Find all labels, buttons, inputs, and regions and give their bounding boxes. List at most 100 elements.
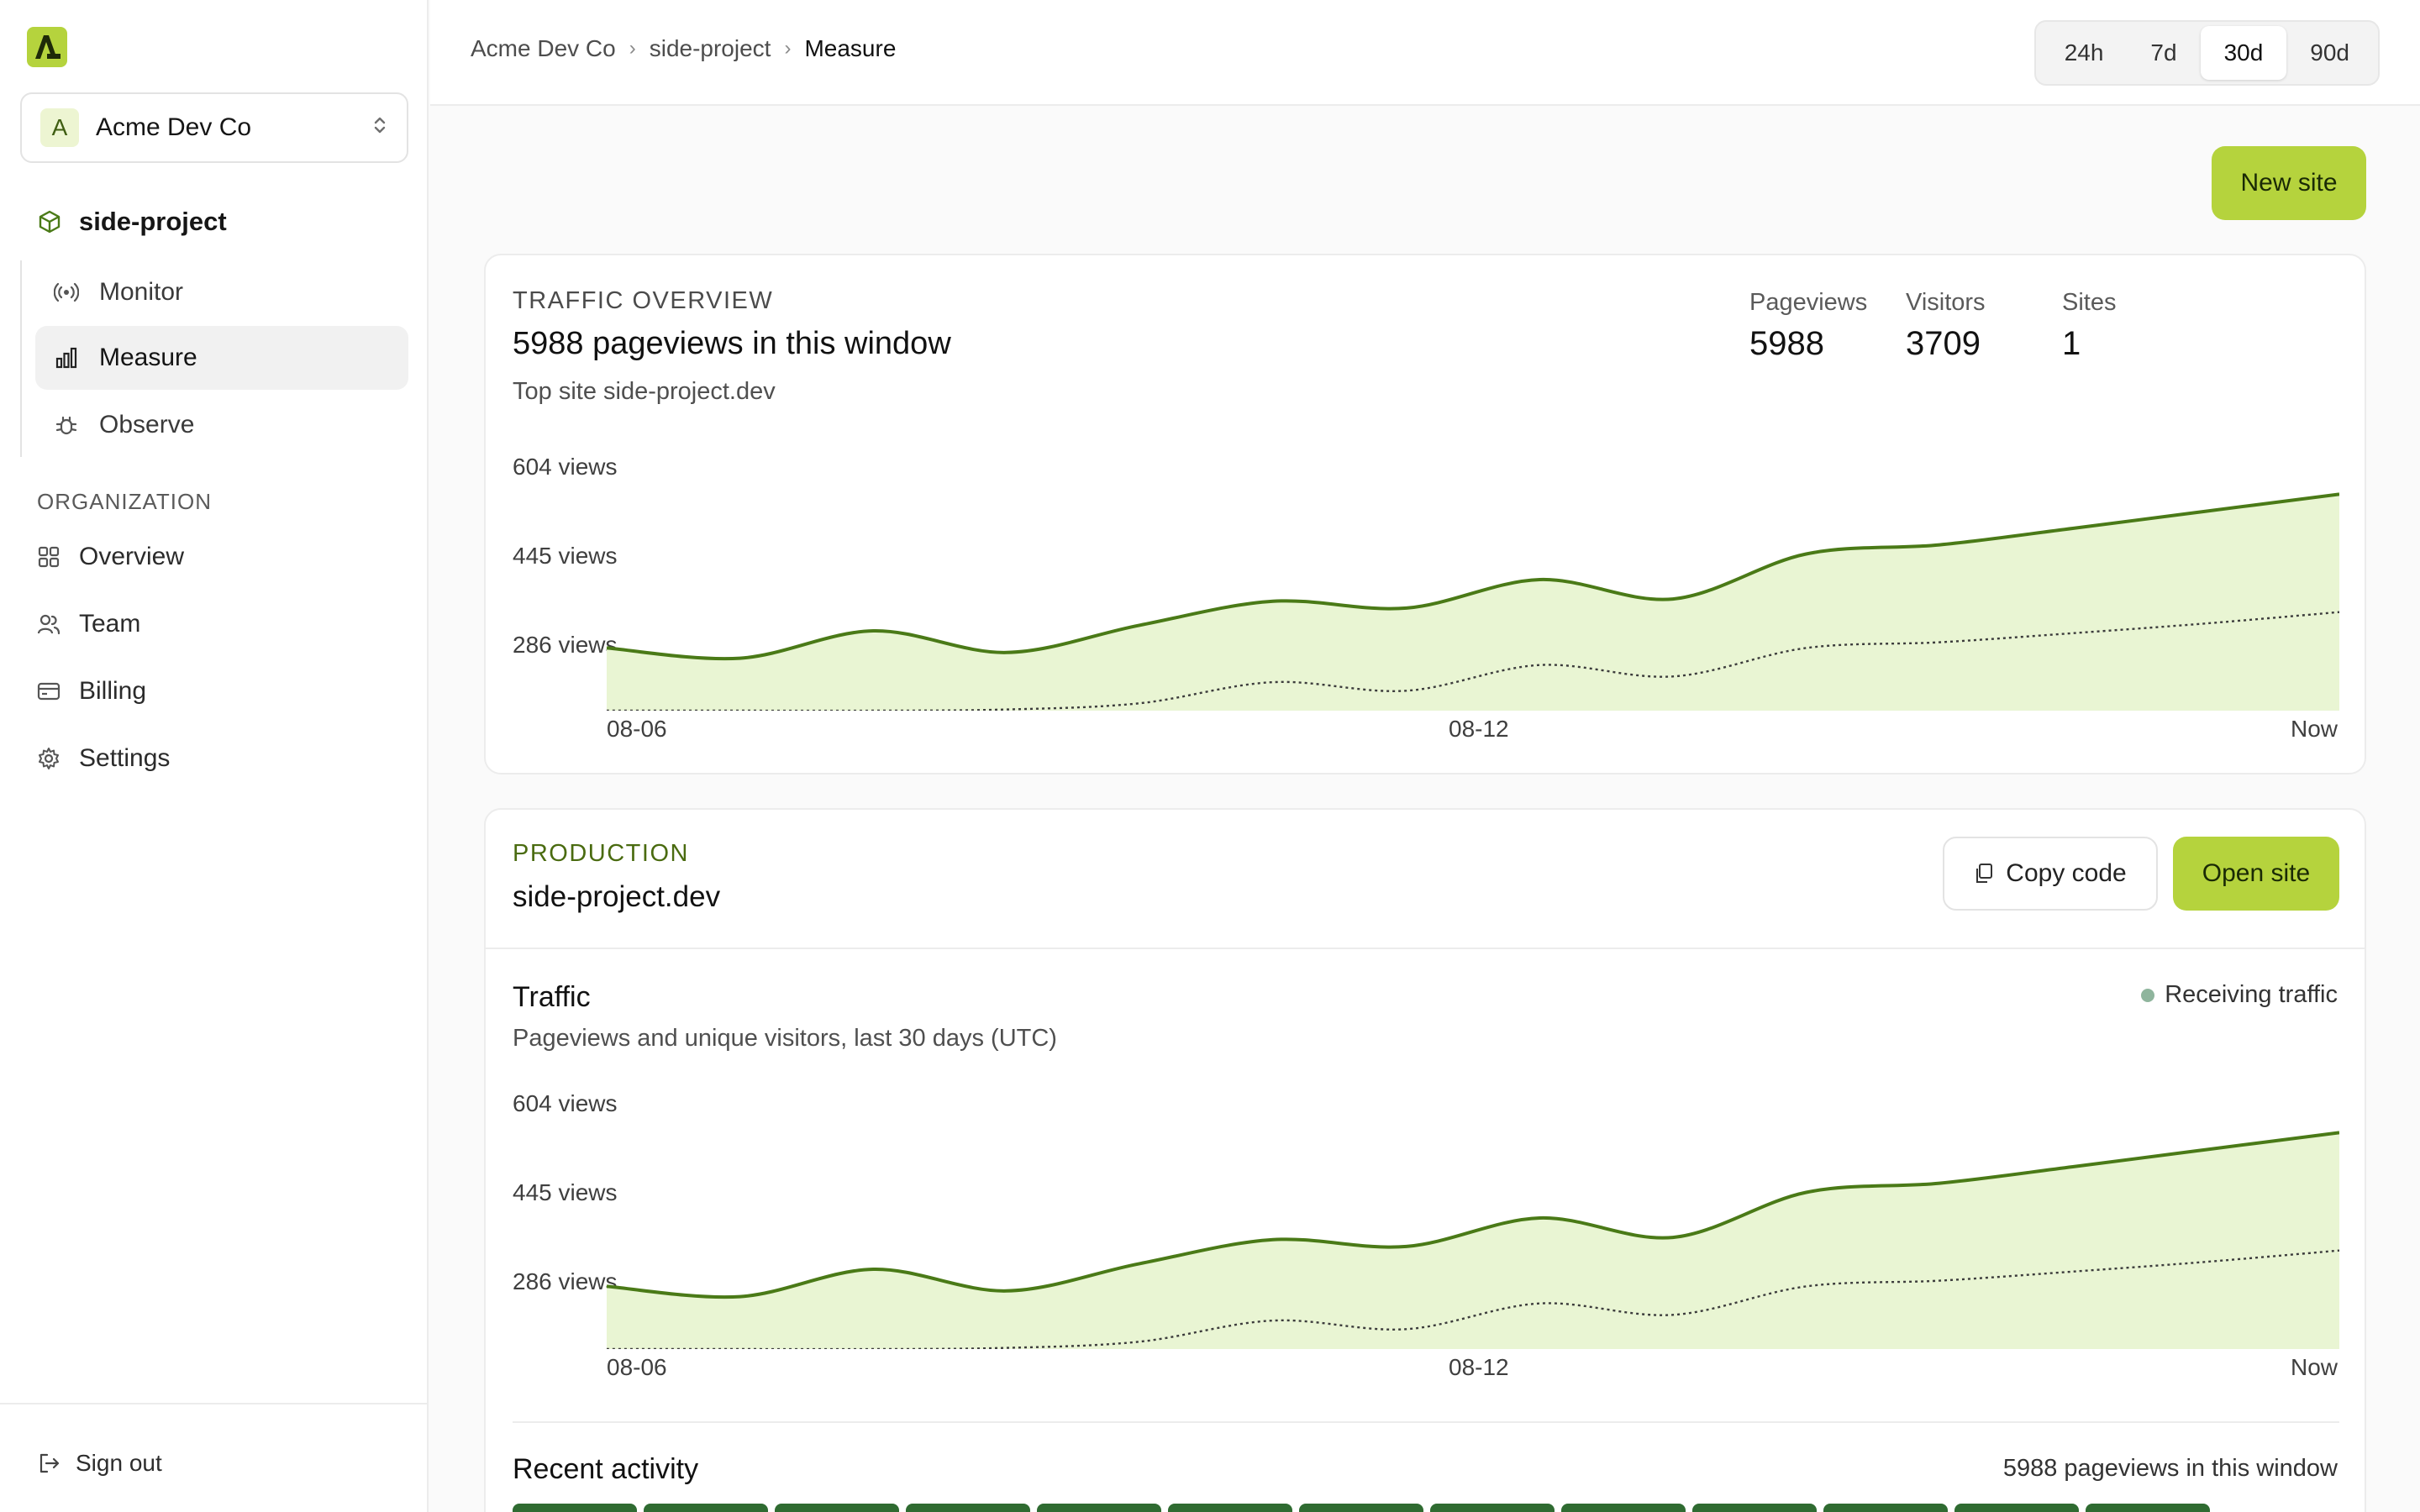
y-tick-label: 286 views xyxy=(513,632,618,658)
org-switcher[interactable]: A Acme Dev Co xyxy=(20,92,408,163)
activity-bar xyxy=(1692,1504,1817,1512)
bar-chart-icon xyxy=(55,347,77,369)
traffic-overview-card: TRAFFIC OVERVIEW 5988 pageviews in this … xyxy=(484,254,2366,774)
logo-icon xyxy=(35,35,60,59)
nav-settings-label: Settings xyxy=(79,744,171,772)
org-avatar: A xyxy=(40,108,79,147)
stat-sites-value: 1 xyxy=(2062,325,2081,362)
x-tick-label: 08-12 xyxy=(1449,716,1509,742)
activity-bars xyxy=(513,1504,2210,1512)
breadcrumb-project[interactable]: side-project xyxy=(649,35,771,61)
nav-team[interactable]: Team xyxy=(37,610,140,638)
overview-eyebrow: TRAFFIC OVERVIEW xyxy=(513,287,774,314)
y-tick-label: 604 views xyxy=(513,454,618,480)
y-tick-label: 445 views xyxy=(513,543,618,569)
status-dot xyxy=(2141,989,2155,1003)
section-divider xyxy=(513,1421,2339,1423)
nav-monitor[interactable]: Monitor xyxy=(35,260,408,324)
stat-visitors-label: Visitors xyxy=(1906,289,1986,316)
activity-bar xyxy=(2086,1504,2210,1512)
traffic-subtitle: Pageviews and unique visitors, last 30 d… xyxy=(513,1025,1057,1052)
activity-bar xyxy=(906,1504,1030,1512)
card-divider xyxy=(486,948,2365,949)
stat-pageviews: Pageviews 5988 xyxy=(1749,289,1867,363)
top-bar: Acme Dev Co › side-project › Measure 24h… xyxy=(430,0,2420,106)
org-name: Acme Dev Co xyxy=(96,113,252,141)
activity-bar xyxy=(1561,1504,1686,1512)
open-site-button[interactable]: Open site xyxy=(2173,837,2339,911)
project-heading[interactable]: side-project xyxy=(37,207,227,237)
stat-sites: Sites 1 xyxy=(2062,289,2116,363)
stat-visitors: Visitors 3709 xyxy=(1906,289,1986,363)
broadcast-icon xyxy=(54,282,79,302)
activity-bar xyxy=(1430,1504,1555,1512)
x-tick-label: Now xyxy=(2291,716,2338,742)
section-label-organization: ORGANIZATION xyxy=(37,489,212,514)
pageviews-line xyxy=(607,1131,2339,1299)
visitors-line xyxy=(607,611,2339,711)
sign-out-icon xyxy=(39,1453,60,1473)
users-icon xyxy=(37,614,60,635)
y-tick-label: 286 views xyxy=(513,1268,618,1294)
activity-bar xyxy=(775,1504,899,1512)
breadcrumb: Acme Dev Co › side-project › Measure xyxy=(471,35,896,62)
time-range-selector: 24h 7d 30d 90d xyxy=(2033,20,2380,86)
nav-observe[interactable]: Observe xyxy=(35,393,408,457)
traffic-title: Traffic xyxy=(513,981,591,1013)
sidebar: A Acme Dev Co side-project Monitor Measu… xyxy=(0,0,429,1512)
x-tick-label: Now xyxy=(2291,1354,2338,1380)
range-30d[interactable]: 30d xyxy=(2200,26,2287,80)
stat-visitors-value: 3709 xyxy=(1906,325,1981,362)
activity-bar xyxy=(513,1504,637,1512)
nav-measure[interactable]: Measure xyxy=(35,326,408,390)
recent-activity-title: Recent activity xyxy=(513,1453,699,1485)
nav-overview-label: Overview xyxy=(79,543,185,570)
x-tick-label: 08-06 xyxy=(607,1354,667,1380)
traffic-chart xyxy=(607,492,2339,711)
credit-card-icon xyxy=(37,682,60,701)
chevron-right-icon: › xyxy=(629,37,636,60)
nav-measure-label: Measure xyxy=(99,344,197,371)
project-name: side-project xyxy=(79,207,227,236)
new-site-button[interactable]: New site xyxy=(2212,146,2366,220)
stat-pageviews-value: 5988 xyxy=(1749,325,1824,362)
nav-team-label: Team xyxy=(79,610,141,638)
x-tick-label: 08-12 xyxy=(1449,1354,1509,1380)
nav-settings[interactable]: Settings xyxy=(37,744,170,773)
site-card: PRODUCTION side-project.dev Copy code Op… xyxy=(484,808,2366,1512)
activity-bar xyxy=(1954,1504,2079,1512)
site-domain: side-project.dev xyxy=(513,880,721,913)
traffic-status: Receiving traffic xyxy=(2141,981,2338,1009)
copy-icon xyxy=(1976,864,1993,883)
bug-icon xyxy=(55,416,77,435)
range-90d[interactable]: 90d xyxy=(2310,39,2349,66)
project-nav-rail xyxy=(20,260,22,457)
overview-title: 5988 pageviews in this window xyxy=(513,326,951,361)
y-tick-label: 604 views xyxy=(513,1090,618,1116)
sign-out-button[interactable]: Sign out xyxy=(37,1450,162,1477)
nav-billing[interactable]: Billing xyxy=(37,677,146,706)
activity-bar xyxy=(1168,1504,1292,1512)
breadcrumb-org[interactable]: Acme Dev Co xyxy=(471,35,616,61)
grid-icon xyxy=(38,546,60,568)
traffic-status-label: Receiving traffic xyxy=(2165,981,2338,1008)
environment-label: PRODUCTION xyxy=(513,840,689,867)
y-tick-label: 445 views xyxy=(513,1179,618,1205)
nav-billing-label: Billing xyxy=(79,677,147,705)
app-logo[interactable] xyxy=(27,27,67,67)
nav-observe-label: Observe xyxy=(99,411,195,438)
chevron-up-down-icon xyxy=(371,113,388,143)
range-7d[interactable]: 7d xyxy=(2150,39,2177,66)
activity-bar xyxy=(1823,1504,1948,1512)
range-24h[interactable]: 24h xyxy=(2064,39,2104,66)
nav-monitor-label: Monitor xyxy=(99,278,184,306)
copy-code-button[interactable]: Copy code xyxy=(1943,837,2158,911)
chevron-right-icon: › xyxy=(784,37,792,60)
copy-code-label: Copy code xyxy=(2006,859,2127,887)
nav-overview[interactable]: Overview xyxy=(37,543,184,571)
x-tick-label: 08-06 xyxy=(607,716,667,742)
breadcrumb-current: Measure xyxy=(804,35,897,61)
pageviews-line xyxy=(607,492,2339,661)
activity-bar xyxy=(1037,1504,1161,1512)
box-icon xyxy=(39,210,60,234)
